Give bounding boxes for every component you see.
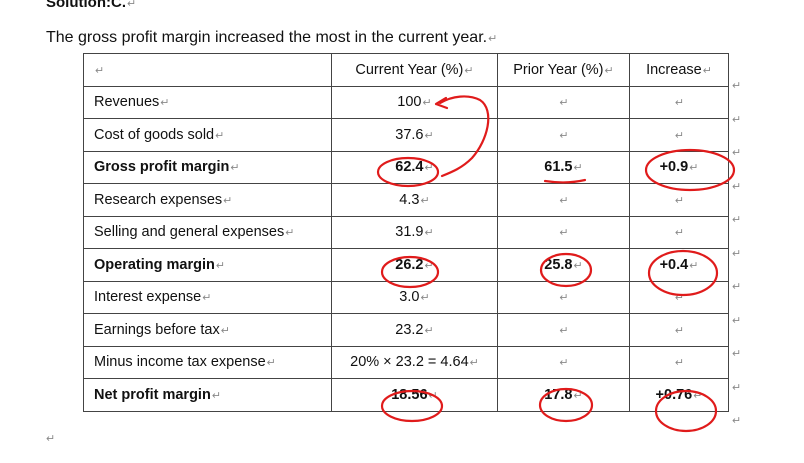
table-cell: ↵ [497,313,630,347]
row-end-mark: ↵ [732,247,742,260]
row-label: Selling and general expenses↵ [83,215,332,249]
table-cell: ↵ [629,313,729,347]
table-cell: ↵ [629,183,729,217]
table-row: Minus income tax expense↵ 20% × 23.2 = 4.… [83,345,729,379]
table-cell: 26.2↵ [331,248,498,282]
header-cell: Current Year (%)↵ [331,53,498,87]
table-cell: 23.2↵ [331,313,498,347]
table-cell: ↵ [629,85,729,119]
table-header-row: ↵ Current Year (%)↵ Prior Year (%)↵ Increas… [83,53,729,87]
table-cell: ↵ [497,118,630,152]
header-cell: Increase↵ [629,53,729,87]
row-end-mark: ↵ [732,381,742,394]
solution-heading: Solution:C.↵ [46,0,137,11]
row-end-mark: ↵ [732,214,742,226]
table-row: Cost of goods sold↵ 37.6↵ ↵ ↵ [83,118,729,152]
row-label: Cost of goods sold↵ [83,118,332,152]
row-end-mark: ↵ [732,180,742,193]
table-cell: ↵ [497,215,630,249]
table-cell: 3.0↵ [331,280,498,314]
table-cell: 31.9↵ [331,215,498,249]
table-row: Selling and general expenses↵ 31.9↵ ↵ ↵ [83,215,729,249]
row-end-mark: ↵ [732,281,742,293]
table-row: Earnings before tax↵ 23.2↵ ↵ ↵ [83,313,729,347]
row-end-mark: ↵ [732,147,742,159]
margin-comparison-table: ↵ Current Year (%)↵ Prior Year (%)↵ Increas… [83,53,729,412]
table-cell: ↵ [629,118,729,152]
row-label: Minus income tax expense↵ [83,345,332,379]
paragraph-mark: ↵ [46,433,56,445]
table-cell: 37.6↵ [331,118,498,152]
table-row: Operating margin↵ 26.2↵ 25.8↵ +0.4↵ [83,248,729,282]
table-cell: +0.76↵ [629,378,729,412]
row-label: Research expenses↵ [83,183,332,217]
table-cell: ↵ [497,345,630,379]
table-row: Revenues↵ 100↵ ↵ ↵ [83,85,729,119]
table-row: Interest expense↵ 3.0↵ ↵ ↵ [83,280,729,314]
table-cell: ↵ [497,183,630,217]
row-label: Net profit margin↵ [83,378,332,412]
table-cell: 62.4↵ [331,150,498,184]
row-label: Gross profit margin↵ [83,150,332,184]
table-row: Gross profit margin↵ 62.4↵ 61.5↵ +0.9↵ [83,150,729,184]
table-cell: 18.56↵ [331,378,498,412]
header-cell: Prior Year (%)↵ [497,53,630,87]
row-end-mark: ↵ [732,80,742,92]
table-cell: 25.8↵ [497,248,630,282]
table-cell: +0.4↵ [629,248,729,282]
table-cell: 61.5↵ [497,150,630,184]
table-cell: ↵ [629,345,729,379]
table-cell: ↵ [497,280,630,314]
row-end-mark: ↵ [732,113,742,126]
row-end-mark: ↵ [732,348,742,360]
table-cell: 100↵ [331,85,498,119]
table-row: Net profit margin↵ 18.56↵ 17.8↵ +0.76↵ [83,378,729,412]
row-label: Operating margin↵ [83,248,332,282]
table-cell: 4.3↵ [331,183,498,217]
row-label: Interest expense↵ [83,280,332,314]
row-label: Earnings before tax↵ [83,313,332,347]
row-end-mark: ↵ [732,415,742,427]
table-cell: ↵ [629,280,729,314]
table-cell: ↵ [629,215,729,249]
row-end-mark: ↵ [732,314,742,327]
table-cell: ↵ [497,85,630,119]
intro-sentence: The gross profit margin increased the mo… [46,29,498,46]
table-row: Research expenses↵ 4.3↵ ↵ ↵ [83,183,729,217]
row-label: Revenues↵ [83,85,332,119]
table-cell: 20% × 23.2 = 4.64↵ [331,345,498,379]
header-cell: ↵ [83,53,332,87]
table-cell: 17.8↵ [497,378,630,412]
table-cell: +0.9↵ [629,150,729,184]
